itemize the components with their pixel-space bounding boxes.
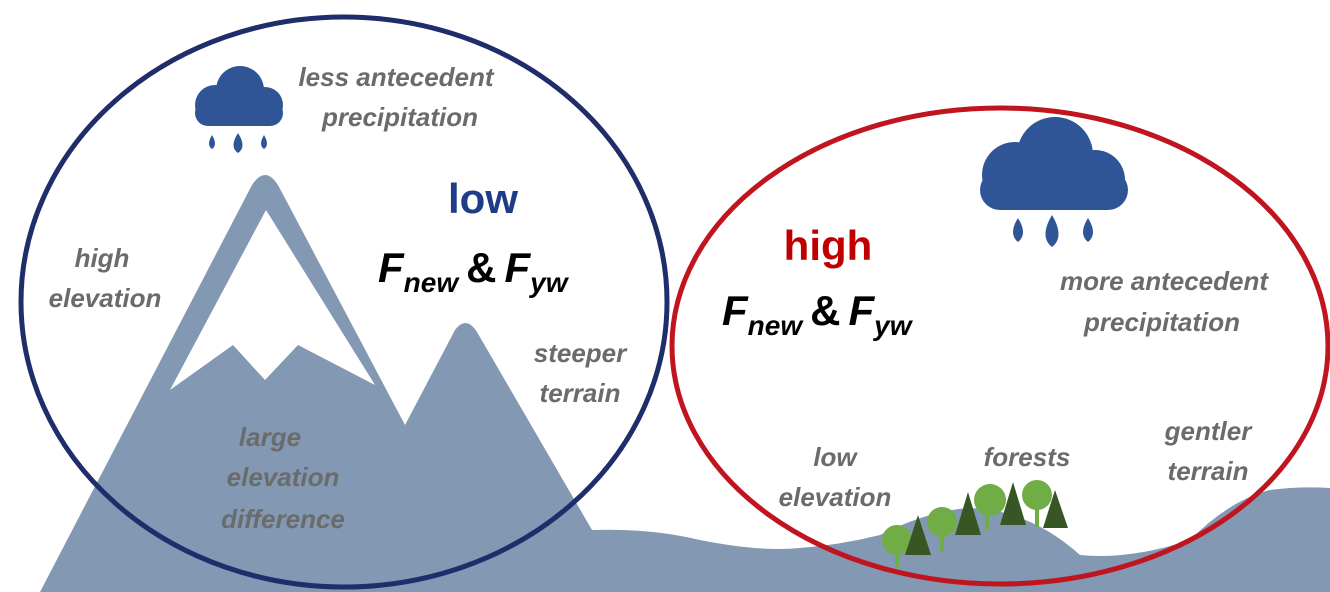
snow-cap <box>170 210 375 390</box>
formula-part: yw <box>872 310 914 341</box>
note: more antecedent <box>1060 266 1269 296</box>
formula-part: F <box>722 287 749 334</box>
note: elevation <box>49 283 162 313</box>
terrain <box>40 175 1330 592</box>
note: difference <box>221 504 345 534</box>
right-ellipse <box>669 105 1330 587</box>
forest <box>882 480 1068 567</box>
formula: Fnew & Fyw <box>378 244 570 298</box>
level-label: high <box>784 222 873 269</box>
note: low <box>813 442 858 472</box>
left-ellipse <box>18 14 670 590</box>
note: less antecedent <box>298 62 494 92</box>
note: precipitation <box>321 102 478 132</box>
level-label: low <box>448 175 518 222</box>
note: terrain <box>540 378 621 408</box>
note: precipitation <box>1083 307 1240 337</box>
rain-cloud <box>195 66 283 153</box>
formula-part: yw <box>528 267 570 298</box>
note: terrain <box>1168 456 1249 486</box>
formula-part: new <box>748 310 805 341</box>
formula-part: F <box>378 244 405 291</box>
formula-part: new <box>404 267 461 298</box>
formula: Fnew & Fyw <box>722 287 914 341</box>
formula-part: & <box>466 244 496 291</box>
note: elevation <box>779 482 892 512</box>
note: elevation <box>227 462 340 492</box>
note: high <box>75 243 130 273</box>
formula-part: F <box>848 287 875 334</box>
note: forests <box>984 442 1071 472</box>
rain-cloud <box>980 117 1128 247</box>
formula-part: F <box>504 244 531 291</box>
note: large <box>239 422 301 452</box>
note: gentler <box>1164 416 1254 446</box>
note: steeper <box>534 338 628 368</box>
formula-part: & <box>810 287 840 334</box>
